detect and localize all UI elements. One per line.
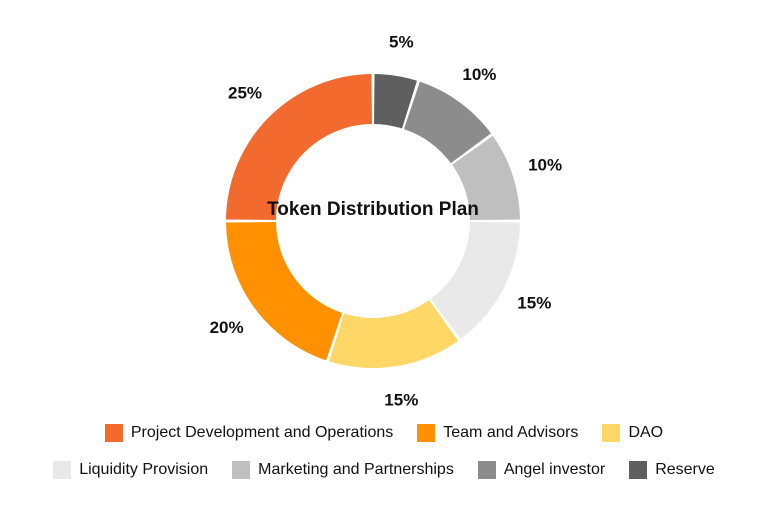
chart-title: Token Distribution Plan [267,199,479,220]
slice-value-label: 5% [389,33,414,52]
legend-item: Team and Advisors [417,424,578,442]
slice-project-development-and-operations [226,74,372,220]
legend-swatch [417,424,436,442]
slice-value-label: 10% [462,65,496,84]
donut-chart: 5% 10% 10% 15% 15% 20% 25% [210,33,563,410]
legend-item: DAO [602,424,663,442]
slice-reserve [374,74,417,129]
legend-label: Liquidity Provision [79,461,209,478]
legend-label: Project Development and Operations [130,424,394,441]
legend-item: Project Development and Operations [104,424,394,442]
legend-swatch [629,461,648,479]
slice-value-label: 15% [517,294,551,313]
slice-value-label: 20% [210,318,244,337]
legend-label: Team and Advisors [443,424,579,441]
slice-angel-investor [403,81,492,164]
legend-label: DAO [628,424,664,441]
slice-dao [329,300,459,368]
legend-swatch [477,461,496,479]
slice-value-label: 25% [228,84,262,103]
slice-value-label: 10% [528,156,562,175]
legend-swatch [602,424,621,442]
legend-swatch [104,424,123,442]
legend-label: Reserve [655,461,715,478]
slice-team-and-advisors [226,222,343,361]
legend-item: Angel investor [477,461,606,479]
slice-marketing-and-partnerships [452,135,520,220]
slice-liquidity-provision [430,222,520,340]
legend-row-1: Project Development and Operations Team … [0,424,768,442]
legend-swatch [232,461,251,479]
legend-row-2: Liquidity Provision Marketing and Partne… [0,461,768,479]
legend-label: Angel investor [503,461,606,478]
legend-item: Reserve [629,461,715,479]
slice-labels: 5% 10% 10% 15% 15% 20% 25% [210,33,563,410]
legend-label: Marketing and Partnerships [258,461,454,478]
legend-swatch [53,461,72,479]
legend-item: Liquidity Provision [53,461,208,479]
slice-value-label: 15% [384,390,418,409]
donut-slices [226,74,520,368]
legend-item: Marketing and Partnerships [232,461,454,479]
